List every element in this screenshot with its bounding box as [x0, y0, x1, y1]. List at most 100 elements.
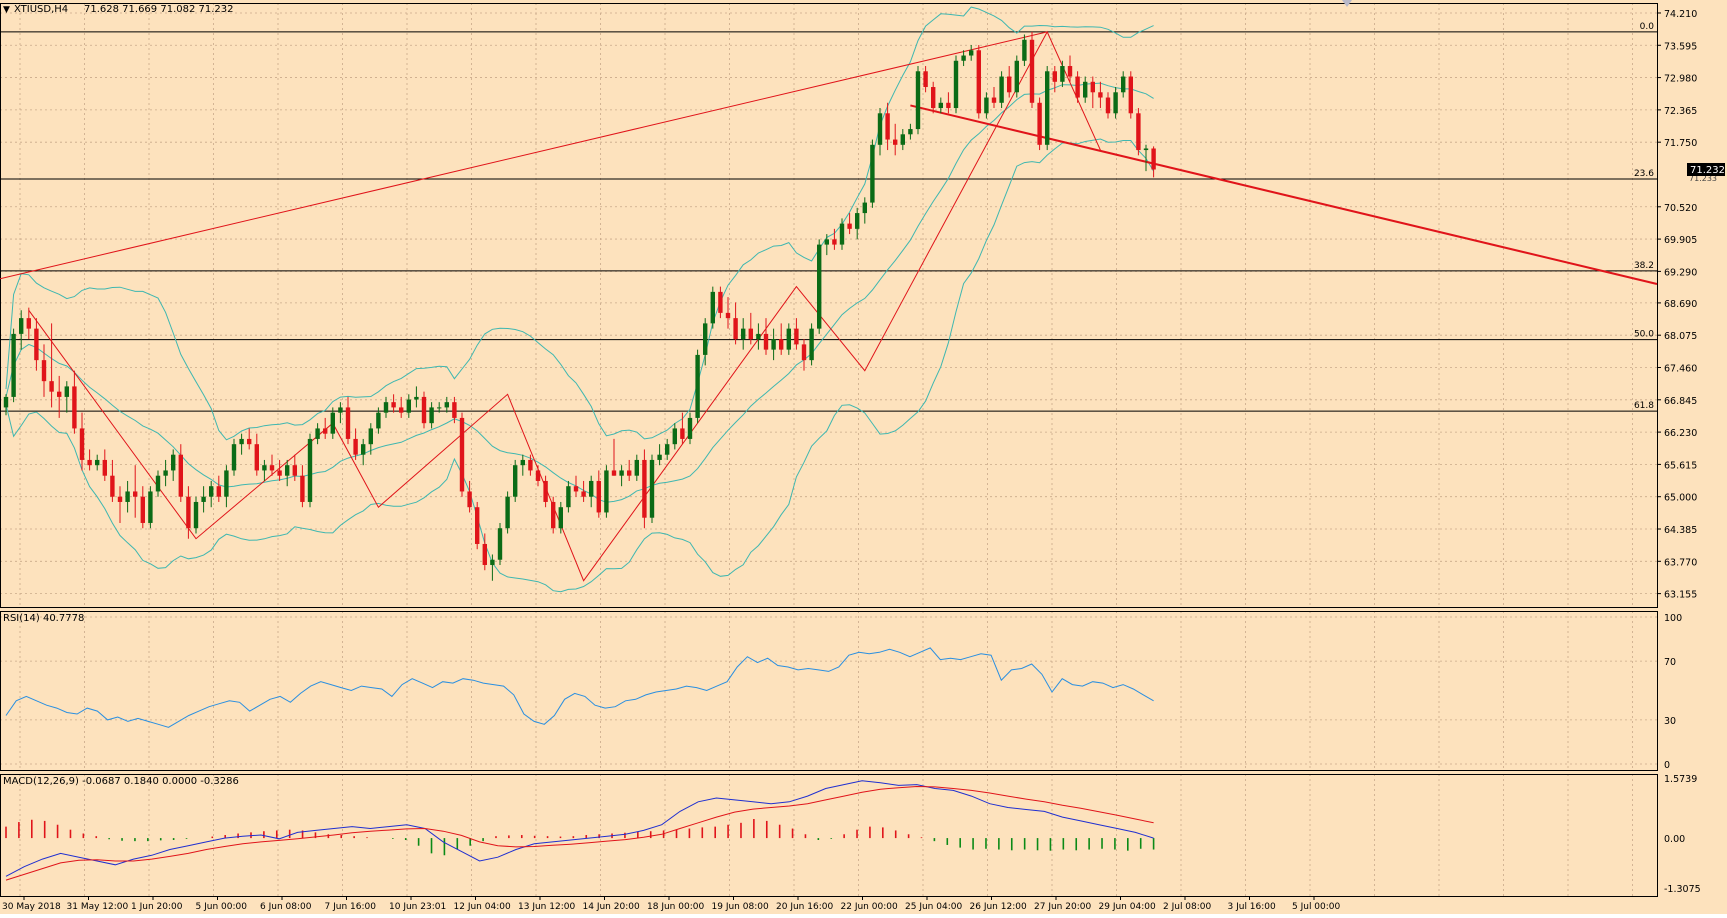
candle-body	[984, 97, 989, 114]
candle	[817, 239, 822, 334]
candle-body	[589, 480, 594, 497]
rsi-panel: 100 70 30 0	[5, 613, 1682, 771]
fibonacci-retracement[interactable]: 0.0 23.6 38.2 50.0 61.8	[0, 22, 1657, 412]
bollinger-lower	[5, 138, 1155, 593]
time-tick-label: 2 Jul 08:00	[1163, 902, 1212, 912]
candle	[459, 412, 465, 497]
candle	[1060, 60, 1065, 88]
panel-frame	[0, 611, 1658, 771]
candle-body	[596, 480, 601, 513]
candle	[345, 396, 351, 445]
candle	[300, 465, 305, 508]
time-axis: 30 May 2018 31 May 12:00 1 Jun 20:00 5 Jun …	[2, 896, 1341, 912]
candle-body	[611, 470, 617, 476]
price-tick-label: 63.770	[1664, 557, 1697, 568]
menu-arrow-icon[interactable]: ▼	[3, 5, 10, 15]
candle-body	[915, 71, 921, 130]
candle	[847, 213, 852, 235]
candle-body	[1007, 76, 1012, 93]
time-tick-label: 26 Jun 12:00	[970, 902, 1027, 912]
candle	[391, 394, 396, 413]
drawn-trendlines[interactable]	[0, 30, 1658, 582]
candle-body	[710, 291, 715, 324]
current-price-label: 71.232	[1690, 165, 1725, 176]
candle	[528, 454, 533, 476]
rsi-axis-label: 100	[1664, 613, 1682, 624]
candle-body	[1029, 39, 1035, 103]
candle-body	[969, 50, 974, 56]
candle	[1098, 81, 1103, 109]
candle	[680, 412, 685, 445]
candle	[923, 66, 928, 93]
time-tick-label: 10 Jun 23:01	[389, 902, 446, 912]
candle-body	[1014, 60, 1019, 93]
candle-body	[19, 318, 24, 334]
candle-body	[262, 465, 267, 471]
candle-body	[627, 470, 632, 476]
candle	[224, 465, 229, 508]
candle-body	[870, 144, 875, 203]
candle-body	[186, 496, 191, 529]
candle-body	[87, 459, 92, 466]
candle-body	[330, 412, 335, 434]
candle-body	[680, 428, 685, 439]
candle-body	[513, 465, 518, 497]
candle-body	[779, 339, 784, 350]
candle	[703, 318, 708, 366]
candle	[209, 480, 214, 508]
macd-axis-label: -1.3075	[1664, 884, 1701, 895]
candle	[1136, 108, 1141, 156]
time-tick-label: 6 Jun 08:00	[260, 902, 312, 912]
candle	[34, 318, 39, 371]
candle-body	[254, 444, 259, 471]
bollinger-upper	[5, 6, 1154, 441]
candle-body	[703, 323, 708, 355]
candle	[307, 433, 313, 508]
candle	[429, 402, 434, 429]
price-axis: 74.210 73.595 72.980 72.365 71.750 70.520 69.9…	[1657, 9, 1697, 601]
candle	[984, 92, 989, 119]
candle	[824, 234, 829, 256]
candle	[163, 459, 168, 487]
candle	[497, 522, 503, 565]
candle-body	[543, 480, 548, 502]
candle	[877, 108, 883, 156]
macd-signal-line	[5, 785, 1154, 881]
candle-body	[72, 386, 77, 429]
candle	[513, 459, 518, 502]
candle-body	[961, 55, 966, 61]
candle	[672, 423, 677, 450]
ohlc-label: 71.628 71.669 71.082 71.232	[84, 4, 234, 15]
candle-body	[201, 496, 206, 502]
candle	[566, 480, 571, 513]
candle	[41, 344, 47, 397]
candle	[330, 407, 335, 439]
candle	[64, 381, 69, 413]
candle	[710, 286, 715, 329]
candle-body	[877, 113, 883, 145]
candle-body	[756, 333, 761, 340]
candle	[383, 396, 389, 418]
candle	[938, 97, 943, 114]
candle-body	[1052, 71, 1057, 82]
candle	[277, 459, 282, 481]
current-price-ghost-label: 71.233	[1689, 174, 1717, 183]
candle	[794, 318, 799, 350]
candle	[399, 396, 404, 418]
candle-body	[634, 459, 639, 476]
candle	[262, 459, 267, 481]
chart-shift-marker-icon[interactable]	[1342, 0, 1352, 7]
candle	[809, 323, 814, 366]
time-tick-label: 19 Jun 08:00	[712, 902, 769, 912]
candle-body	[292, 465, 297, 476]
candle-body	[832, 239, 837, 245]
candle	[444, 396, 449, 413]
candle-body	[908, 129, 913, 135]
candle-body	[247, 438, 252, 445]
candle	[1143, 144, 1149, 172]
candle	[725, 297, 731, 329]
macd-line	[5, 780, 1154, 877]
candle	[718, 286, 723, 319]
